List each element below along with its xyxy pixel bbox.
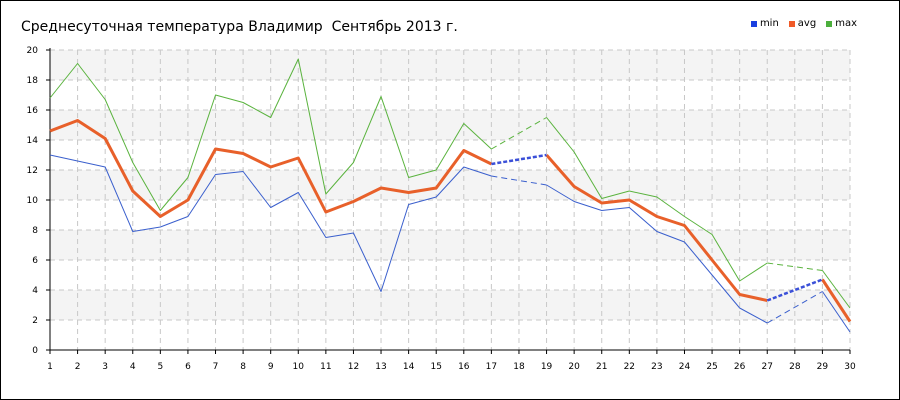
gap-line-max <box>491 117 547 150</box>
x-tick-label: 15 <box>430 362 441 372</box>
legend-swatch-avg <box>788 20 795 27</box>
grid-band <box>50 170 850 200</box>
x-tick-label: 20 <box>568 362 580 372</box>
grid-band <box>50 110 850 140</box>
x-tick-label: 25 <box>706 362 717 372</box>
x-tick-label: 10 <box>293 362 305 372</box>
legend-item-avg: avg <box>788 18 817 29</box>
series-line-avg <box>545 154 768 302</box>
series-line-avg <box>49 119 493 218</box>
grid-band <box>50 230 850 260</box>
x-tick-label: 2 <box>75 362 81 372</box>
y-tick-label: 2 <box>32 316 38 326</box>
grid-band <box>50 50 850 80</box>
gap-line-avg <box>766 278 823 302</box>
x-tick-label: 27 <box>762 362 773 372</box>
legend: min avg max <box>750 18 857 29</box>
y-tick-label: 14 <box>27 136 39 146</box>
x-tick-label: 7 <box>213 362 219 372</box>
x-tick-label: 28 <box>789 362 801 372</box>
y-tick-label: 20 <box>27 46 39 56</box>
x-tick-label: 8 <box>240 362 246 372</box>
y-tick-label: 4 <box>32 286 38 296</box>
series-line-min <box>49 154 492 292</box>
legend-swatch-max <box>826 20 833 27</box>
legend-label-max: max <box>835 18 857 29</box>
chart-title: Среднесуточная температура Владимир Сент… <box>21 19 458 35</box>
x-tick-label: 17 <box>486 362 497 372</box>
gap-line-avg <box>491 153 547 166</box>
y-tick-label: 10 <box>27 196 39 206</box>
series-line-max <box>546 117 768 282</box>
series-line-max <box>822 270 851 309</box>
x-tick-label: 21 <box>596 362 607 372</box>
x-tick-label: 1 <box>47 362 53 372</box>
grid-band <box>50 290 850 320</box>
gap-line-min <box>766 291 823 324</box>
legend-item-min: min <box>750 18 779 29</box>
x-tick-label: 14 <box>403 362 415 372</box>
x-tick-label: 19 <box>541 362 553 372</box>
legend-swatch-min <box>750 20 757 27</box>
y-tick-label: 12 <box>27 166 38 176</box>
x-tick-label: 11 <box>320 362 331 372</box>
x-tick-label: 4 <box>130 362 136 372</box>
x-tick-label: 6 <box>185 362 191 372</box>
x-tick-label: 22 <box>624 362 635 372</box>
x-tick-label: 30 <box>844 362 856 372</box>
y-tick-label: 8 <box>32 226 38 236</box>
x-tick-label: 13 <box>375 362 386 372</box>
series-line-min <box>546 184 768 324</box>
y-tick-label: 18 <box>27 76 39 86</box>
series-line-avg <box>821 278 852 323</box>
series-line-max <box>49 58 492 211</box>
series-line-min <box>822 291 851 333</box>
y-tick-label: 0 <box>32 346 38 356</box>
x-tick-label: 3 <box>102 362 108 372</box>
x-tick-label: 12 <box>348 362 359 372</box>
x-tick-label: 23 <box>651 362 662 372</box>
y-tick-label: 6 <box>32 256 38 266</box>
legend-label-min: min <box>759 18 779 29</box>
x-tick-label: 9 <box>268 362 274 372</box>
x-tick-label: 24 <box>679 362 691 372</box>
legend-item-max: max <box>826 18 857 29</box>
x-tick-label: 26 <box>734 362 746 372</box>
x-tick-label: 16 <box>458 362 470 372</box>
y-tick-label: 16 <box>27 106 39 116</box>
x-tick-label: 29 <box>817 362 829 372</box>
x-tick-label: 5 <box>157 362 163 372</box>
legend-label-avg: avg <box>797 18 817 29</box>
x-tick-label: 18 <box>513 362 525 372</box>
